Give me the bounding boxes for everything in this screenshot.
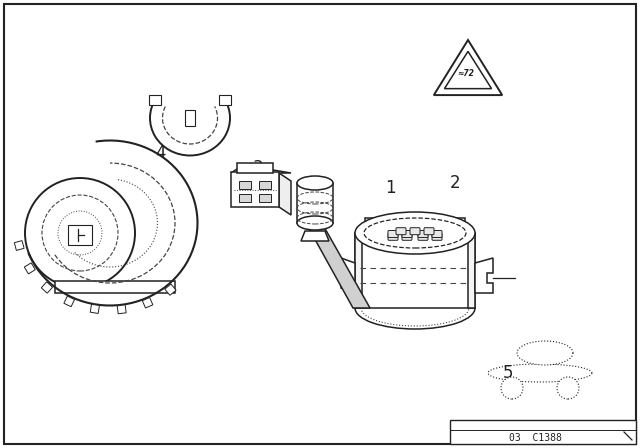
Bar <box>259 194 271 202</box>
Polygon shape <box>117 305 126 314</box>
Polygon shape <box>307 225 370 308</box>
Bar <box>239 194 251 202</box>
Bar <box>185 110 195 126</box>
Polygon shape <box>142 297 153 308</box>
Polygon shape <box>164 284 176 295</box>
Bar <box>355 233 362 308</box>
Polygon shape <box>453 218 465 233</box>
FancyBboxPatch shape <box>402 231 412 237</box>
Ellipse shape <box>364 218 466 248</box>
FancyBboxPatch shape <box>424 228 434 235</box>
Polygon shape <box>434 40 502 95</box>
Circle shape <box>58 211 102 255</box>
Circle shape <box>42 195 118 271</box>
Polygon shape <box>341 258 355 293</box>
Bar <box>239 181 251 189</box>
Polygon shape <box>301 231 329 241</box>
FancyBboxPatch shape <box>418 233 428 240</box>
Circle shape <box>25 178 135 288</box>
Polygon shape <box>55 281 175 293</box>
FancyBboxPatch shape <box>418 231 428 237</box>
Bar <box>297 183 333 223</box>
FancyBboxPatch shape <box>410 228 420 235</box>
Bar <box>468 233 475 308</box>
Polygon shape <box>68 225 92 245</box>
Text: 2: 2 <box>450 174 460 192</box>
Ellipse shape <box>355 212 475 254</box>
Circle shape <box>557 377 579 399</box>
Polygon shape <box>279 173 291 215</box>
FancyBboxPatch shape <box>432 233 442 240</box>
Polygon shape <box>231 165 291 173</box>
Polygon shape <box>475 258 493 293</box>
Ellipse shape <box>297 176 333 190</box>
FancyBboxPatch shape <box>388 233 398 240</box>
Polygon shape <box>365 218 377 233</box>
Bar <box>237 163 273 173</box>
Bar <box>149 95 161 104</box>
Polygon shape <box>24 263 35 274</box>
FancyBboxPatch shape <box>396 228 406 235</box>
Polygon shape <box>14 241 24 250</box>
FancyBboxPatch shape <box>402 233 412 240</box>
FancyBboxPatch shape <box>388 231 398 237</box>
Polygon shape <box>444 52 492 89</box>
Polygon shape <box>517 341 573 365</box>
Bar <box>231 172 279 207</box>
Polygon shape <box>90 304 99 314</box>
Text: 4: 4 <box>155 144 165 162</box>
Bar <box>450 420 636 444</box>
Bar <box>219 95 230 104</box>
Text: ≈72: ≈72 <box>458 69 474 78</box>
Text: 1: 1 <box>385 179 396 197</box>
Polygon shape <box>41 282 52 293</box>
Polygon shape <box>64 296 74 307</box>
Polygon shape <box>488 364 592 382</box>
Text: 3: 3 <box>253 159 263 177</box>
FancyBboxPatch shape <box>432 231 442 237</box>
Bar <box>259 181 271 189</box>
Text: 5: 5 <box>503 364 513 382</box>
Bar <box>355 233 475 308</box>
Ellipse shape <box>297 216 333 230</box>
Circle shape <box>501 377 523 399</box>
Text: 03  C1388: 03 C1388 <box>509 433 561 443</box>
